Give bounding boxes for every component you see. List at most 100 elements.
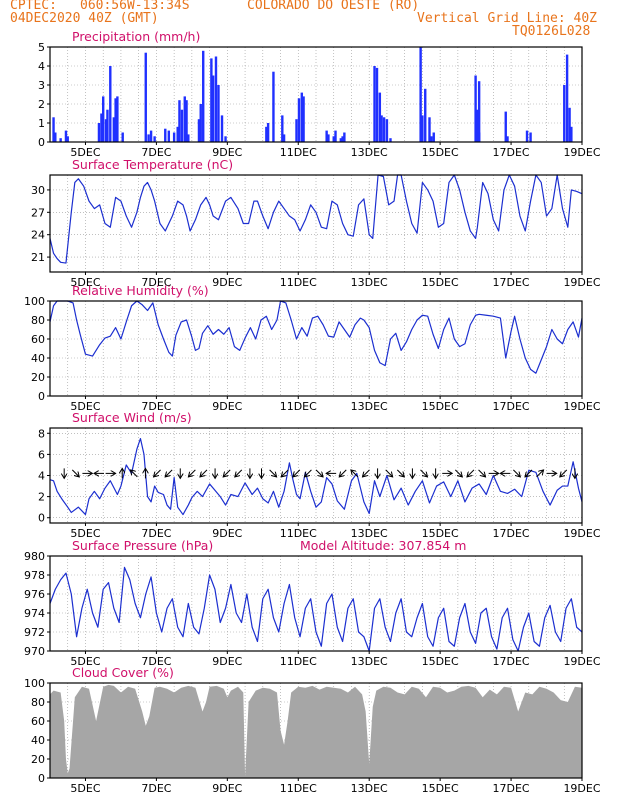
wind-wind-arrow — [467, 469, 475, 477]
rh-ytick-label: 20 — [31, 371, 45, 384]
pressure-ytick-label: 974 — [24, 607, 45, 620]
precip-bar — [167, 130, 171, 142]
wind-wind-arrow — [269, 469, 277, 477]
header-grid-note-text: Vertical Grid Line: 40Z — [417, 11, 598, 26]
precip-title: Precipitation (mm/h) — [72, 29, 200, 44]
wind-wind-arrow — [362, 469, 370, 477]
precip-bar — [104, 119, 108, 142]
precip-bar — [568, 107, 571, 142]
precip-xtick-label: 7DEC — [141, 146, 171, 159]
precip-bar — [265, 126, 268, 142]
rh-title: Relative Humidity (%) — [72, 283, 209, 298]
pressure-plot-area — [50, 556, 582, 651]
wind-title: Surface Wind (m/s) — [72, 410, 192, 425]
rh-ytick-label: 60 — [31, 333, 45, 346]
pressure-xtick-label: 5DEC — [70, 655, 100, 668]
precip-xtick-label: 9DEC — [212, 146, 242, 159]
wind-wind-arrow — [351, 470, 359, 478]
precip-bar — [430, 136, 433, 142]
rh-xtick-label: 5DEC — [70, 400, 100, 413]
rh-ytick-label: 0 — [38, 390, 45, 403]
precip-bar — [102, 96, 105, 142]
cloud-xtick-label: 7DEC — [141, 782, 171, 795]
wind-wind-arrow — [339, 469, 347, 477]
temp-frame — [49, 174, 583, 273]
precip-bar — [106, 109, 109, 142]
precip-bar — [385, 119, 389, 142]
cloud-xtick-label: 11DEC — [280, 782, 317, 795]
precip-bar — [382, 117, 386, 142]
precip-bar — [474, 75, 477, 142]
rh-ytick-label: 100 — [24, 295, 45, 308]
pressure-series-line — [49, 566, 583, 652]
wind-wind-arrow — [304, 469, 312, 477]
precip-bar — [112, 117, 116, 142]
precip-xtick-label: 17DEC — [493, 146, 530, 159]
precip-bar — [153, 136, 156, 142]
pressure-ytick-label: 980 — [24, 550, 45, 563]
precip-bar — [183, 96, 186, 142]
header-coords: 060:56W-13:34S — [80, 0, 190, 13]
wind-wind-arrow — [200, 469, 208, 477]
header-location: COLORADO DO OESTE (RO) — [247, 0, 419, 13]
precip-xtick-label: 15DEC — [422, 146, 459, 159]
precip-bar — [343, 132, 346, 142]
cloud-xtick-label: 9DEC — [212, 782, 242, 795]
precip-bar — [339, 138, 343, 142]
precip-bar — [563, 85, 566, 142]
precip-bar — [144, 52, 147, 143]
precip-bar — [504, 111, 507, 142]
precip-bar — [525, 130, 529, 142]
precip-bar — [224, 136, 227, 142]
precip-xtick-label: 13DEC — [351, 146, 388, 159]
precip-bar — [211, 75, 215, 142]
header-location-text: COLORADO DO OESTE (RO) — [247, 0, 420, 13]
pressure-xtick-label: 11DEC — [280, 655, 317, 668]
wind-xtick-label: 5DEC — [70, 527, 100, 540]
pressure-subtitle: Model Altitude: 307.854 m — [300, 538, 466, 553]
precip-bar — [477, 81, 481, 142]
wind-ytick-label: 6 — [38, 448, 45, 461]
rh-xtick-label: 9DEC — [212, 400, 242, 413]
wind-wind-arrow — [154, 469, 161, 477]
wind-wind-arrow — [130, 470, 138, 478]
precip-plot-area — [50, 47, 582, 142]
rh-ytick-label: 40 — [31, 352, 45, 365]
pressure-xtick-label: 9DEC — [212, 655, 242, 668]
wind-xtick-label: 15DEC — [422, 527, 459, 540]
precip-bar — [164, 128, 167, 142]
pressure-xtick-label: 15DEC — [422, 655, 459, 668]
header-source-text: CPTEC: — [10, 0, 57, 13]
precip-bar — [282, 134, 286, 142]
temp-ytick-label: 27 — [31, 206, 45, 219]
wind-wind-arrow — [315, 469, 323, 477]
wind-xtick-label: 11DEC — [280, 527, 317, 540]
rh-xtick-label: 7DEC — [141, 400, 171, 413]
precip-bar — [476, 109, 479, 142]
precip-ytick-label: 1 — [38, 117, 45, 130]
precip-bar — [64, 130, 68, 142]
temp-xtick-label: 5DEC — [70, 276, 100, 289]
temp-series-line — [49, 174, 583, 264]
wind-frame — [49, 427, 583, 524]
precip-bar — [378, 92, 382, 142]
precip-ytick-label: 3 — [38, 79, 45, 92]
precip-ytick-label: 5 — [38, 41, 45, 54]
precip-bar — [100, 113, 103, 142]
wind-xtick-label: 17DEC — [493, 527, 530, 540]
precip-xtick-label: 19DEC — [563, 146, 600, 159]
temp-xtick-label: 9DEC — [212, 276, 242, 289]
cloud-ytick-label: 100 — [24, 677, 45, 690]
precip-bar — [373, 66, 376, 142]
precip-bar — [432, 132, 435, 142]
cloud-ytick-label: 40 — [31, 734, 45, 747]
wind-wind-arrow — [71, 469, 79, 477]
pressure-xtick-label: 19DEC — [563, 655, 600, 668]
wind-panel: Surface Wind (m/s) 0 2 4 6 8 5DEC 7DEC 9DEC 11DEC… — [38, 410, 601, 540]
precip-bar — [428, 117, 431, 142]
precip-bar — [327, 134, 330, 142]
cloud-xtick-label: 15DEC — [422, 782, 459, 795]
precip-bar — [217, 85, 220, 142]
rh-xtick-label: 15DEC — [422, 400, 459, 413]
